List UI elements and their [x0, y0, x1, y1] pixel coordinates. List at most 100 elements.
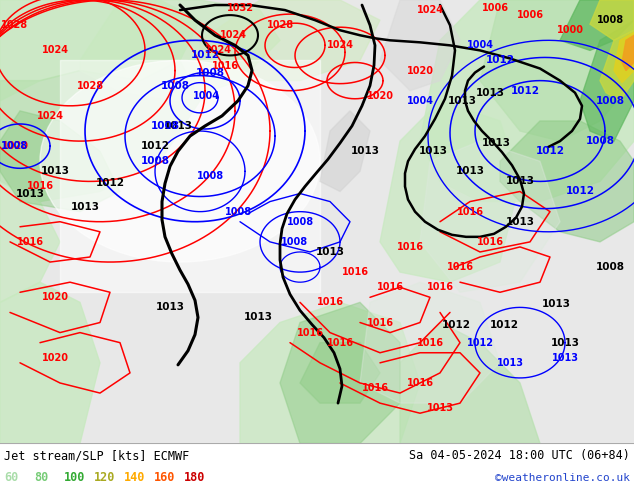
- Text: 1012: 1012: [190, 50, 219, 60]
- Text: 1028: 1028: [1, 20, 29, 30]
- Text: 1028: 1028: [77, 81, 103, 91]
- Text: 1016: 1016: [297, 328, 323, 338]
- Text: 1020: 1020: [406, 66, 434, 75]
- Text: 1013: 1013: [164, 121, 193, 131]
- Text: 1013: 1013: [505, 217, 534, 227]
- Text: 1016: 1016: [16, 237, 44, 247]
- Text: 1016: 1016: [27, 181, 53, 192]
- Polygon shape: [0, 0, 200, 101]
- Text: 1016: 1016: [446, 262, 474, 272]
- Text: 1016: 1016: [377, 282, 403, 292]
- Polygon shape: [480, 0, 634, 141]
- Polygon shape: [240, 302, 420, 443]
- Polygon shape: [320, 111, 370, 192]
- Text: 1012: 1012: [536, 146, 564, 156]
- Text: 160: 160: [154, 471, 176, 484]
- Text: 1008: 1008: [595, 96, 624, 106]
- Text: 1008: 1008: [160, 81, 190, 91]
- Text: 1016: 1016: [327, 338, 354, 348]
- Text: 1013: 1013: [427, 403, 453, 413]
- Polygon shape: [420, 141, 560, 292]
- Polygon shape: [380, 101, 520, 282]
- Text: Sa 04-05-2024 18:00 UTC (06+84): Sa 04-05-2024 18:00 UTC (06+84): [409, 449, 630, 462]
- Text: 1032: 1032: [226, 3, 254, 13]
- Text: 1028: 1028: [266, 20, 294, 30]
- Polygon shape: [622, 35, 634, 71]
- Text: 1013: 1013: [155, 302, 184, 313]
- Text: 1016: 1016: [212, 60, 238, 71]
- Text: 1013: 1013: [541, 299, 571, 309]
- Text: 1008: 1008: [141, 156, 169, 166]
- Polygon shape: [200, 0, 380, 81]
- Text: 1013: 1013: [243, 313, 273, 322]
- Ellipse shape: [40, 60, 320, 262]
- Text: 1008: 1008: [595, 262, 624, 272]
- Text: 1013: 1013: [15, 189, 44, 198]
- Polygon shape: [500, 121, 634, 242]
- Text: 1013: 1013: [481, 138, 510, 148]
- Text: Jet stream/SLP [kts] ECMWF: Jet stream/SLP [kts] ECMWF: [4, 449, 190, 462]
- Text: 1008: 1008: [597, 15, 624, 25]
- Text: 1008: 1008: [287, 217, 314, 227]
- Polygon shape: [360, 282, 500, 403]
- Text: 1013: 1013: [448, 96, 477, 106]
- Text: 1024: 1024: [37, 111, 63, 121]
- Text: 1020: 1020: [41, 293, 68, 302]
- Text: 140: 140: [124, 471, 145, 484]
- Text: 1012: 1012: [566, 187, 595, 196]
- Text: 1013: 1013: [70, 201, 100, 212]
- Text: 1024: 1024: [219, 30, 247, 40]
- Text: 1006: 1006: [517, 10, 543, 20]
- Text: 1013: 1013: [476, 88, 505, 98]
- Text: ©weatheronline.co.uk: ©weatheronline.co.uk: [495, 473, 630, 483]
- Text: 1008: 1008: [1, 141, 29, 151]
- Text: 1006: 1006: [481, 3, 508, 13]
- Text: 1024: 1024: [205, 46, 231, 55]
- Text: 1012: 1012: [141, 141, 169, 151]
- Polygon shape: [80, 0, 280, 101]
- Text: 1013: 1013: [496, 358, 524, 368]
- Text: 1012: 1012: [467, 338, 493, 348]
- Text: 1013: 1013: [418, 146, 448, 156]
- Polygon shape: [300, 343, 380, 403]
- Text: 1016: 1016: [456, 207, 484, 217]
- Text: 1012: 1012: [489, 319, 519, 329]
- Text: 1013: 1013: [41, 166, 70, 176]
- Text: 1013: 1013: [505, 176, 534, 186]
- Text: 1013: 1013: [316, 247, 344, 257]
- Text: 1016: 1016: [396, 242, 424, 252]
- Text: 1004: 1004: [193, 91, 219, 101]
- Text: 1013: 1013: [351, 146, 380, 156]
- Text: 1013: 1013: [455, 166, 484, 176]
- Text: 1016: 1016: [316, 297, 344, 307]
- Text: 1013: 1013: [552, 353, 578, 363]
- Polygon shape: [400, 322, 540, 443]
- Text: 1008: 1008: [586, 136, 614, 146]
- Text: 1016: 1016: [417, 338, 444, 348]
- Text: 1004: 1004: [467, 40, 493, 50]
- Text: 1000: 1000: [557, 25, 583, 35]
- Polygon shape: [0, 60, 200, 201]
- Text: 1016: 1016: [366, 318, 394, 327]
- Polygon shape: [0, 282, 100, 443]
- Text: 1012: 1012: [510, 86, 540, 96]
- Text: 1016: 1016: [361, 383, 389, 393]
- Polygon shape: [590, 0, 634, 40]
- Polygon shape: [614, 32, 634, 83]
- Text: 1024: 1024: [417, 5, 444, 15]
- Text: 1008: 1008: [195, 68, 224, 77]
- Text: 120: 120: [94, 471, 115, 484]
- Polygon shape: [280, 302, 400, 443]
- Text: 80: 80: [34, 471, 48, 484]
- Text: 180: 180: [184, 471, 205, 484]
- Polygon shape: [420, 0, 634, 201]
- Text: 1012: 1012: [441, 319, 470, 329]
- Text: 1012: 1012: [96, 178, 124, 189]
- Text: 1016: 1016: [342, 267, 368, 277]
- Text: 1004: 1004: [406, 96, 434, 106]
- Text: 1013: 1013: [550, 338, 579, 348]
- Text: 1012: 1012: [486, 55, 515, 66]
- Polygon shape: [600, 30, 634, 101]
- Polygon shape: [0, 181, 60, 302]
- Text: 100: 100: [64, 471, 86, 484]
